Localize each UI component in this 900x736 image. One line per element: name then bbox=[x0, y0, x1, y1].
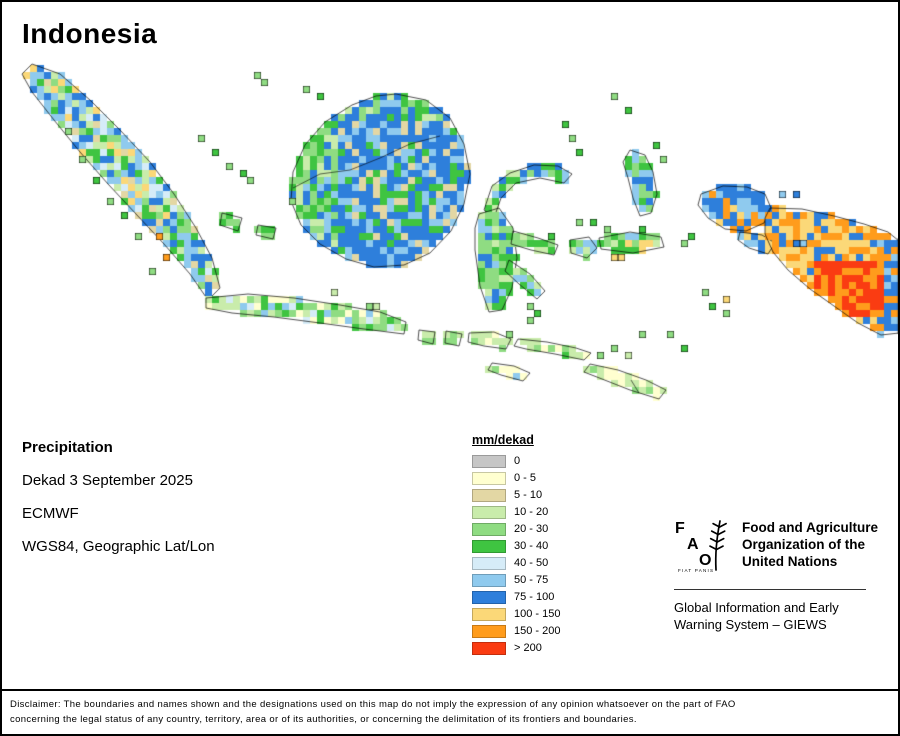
page-title: Indonesia bbox=[22, 18, 158, 49]
metadata-source: ECMWF bbox=[22, 505, 79, 522]
legend-swatch bbox=[472, 557, 506, 570]
legend-label: 150 - 200 bbox=[514, 625, 561, 637]
legend-swatch bbox=[472, 574, 506, 587]
legend: mm/dekad 0 0 - 5 5 - 10 10 - 20 20 - 30 30 - … bbox=[472, 433, 560, 659]
legend-row: 100 - 150 bbox=[472, 608, 560, 621]
legend-row: 10 - 20 bbox=[472, 506, 560, 519]
fao-org-name: Food and Agriculture Organization of the… bbox=[742, 520, 878, 569]
fao-logo-icon: F A O FIAT PANIS bbox=[675, 520, 727, 573]
legend-label: 0 - 5 bbox=[514, 472, 537, 484]
legend-swatch bbox=[472, 591, 506, 604]
legend-label: 100 - 150 bbox=[514, 608, 561, 620]
legend-label: 30 - 40 bbox=[514, 540, 549, 552]
legend-label: 10 - 20 bbox=[514, 506, 549, 518]
svg-text:O: O bbox=[699, 552, 711, 569]
legend-swatch bbox=[472, 642, 506, 655]
legend-swatch bbox=[472, 608, 506, 621]
legend-row: 5 - 10 bbox=[472, 489, 560, 502]
legend-row: 0 bbox=[472, 455, 560, 468]
svg-text:FIAT PANIS: FIAT PANIS bbox=[678, 568, 714, 573]
legend-label: 5 - 10 bbox=[514, 489, 543, 501]
legend-swatch bbox=[472, 489, 506, 502]
legend-swatch bbox=[472, 625, 506, 638]
fao-divider bbox=[674, 589, 866, 590]
legend-rows: 0 0 - 5 5 - 10 10 - 20 20 - 30 30 - 40 40 - 50… bbox=[472, 455, 560, 655]
legend-swatch bbox=[472, 523, 506, 536]
legend-label: 20 - 30 bbox=[514, 523, 549, 535]
svg-text:A: A bbox=[687, 536, 699, 553]
legend-swatch bbox=[472, 540, 506, 553]
legend-swatch bbox=[472, 455, 506, 468]
legend-row: > 200 bbox=[472, 642, 560, 655]
legend-label: > 200 bbox=[514, 642, 542, 654]
legend-row: 0 - 5 bbox=[472, 472, 560, 485]
legend-swatch bbox=[472, 472, 506, 485]
svg-text:F: F bbox=[675, 520, 685, 537]
legend-row: 20 - 30 bbox=[472, 523, 560, 536]
giews-label: Global Information and Early Warning Sys… bbox=[674, 600, 839, 632]
legend-label: 75 - 100 bbox=[514, 591, 555, 603]
legend-row: 30 - 40 bbox=[472, 540, 560, 553]
legend-title: mm/dekad bbox=[472, 433, 534, 447]
fao-attribution: F A O FIAT PANIS Food and Agriculture Or… bbox=[674, 516, 879, 633]
legend-label: 40 - 50 bbox=[514, 557, 549, 569]
metadata-projection: WGS84, Geographic Lat/Lon bbox=[22, 538, 215, 555]
legend-row: 50 - 75 bbox=[472, 574, 560, 587]
legend-row: 75 - 100 bbox=[472, 591, 560, 604]
metadata-parameter: Precipitation bbox=[22, 439, 113, 456]
disclaimer-text: Disclaimer: The boundaries and names sho… bbox=[2, 688, 898, 734]
legend-row: 150 - 200 bbox=[472, 625, 560, 638]
legend-label: 50 - 75 bbox=[514, 574, 549, 586]
fao-logo-row: F A O FIAT PANIS Food and Agriculture Or… bbox=[674, 516, 879, 574]
legend-label: 0 bbox=[514, 455, 521, 467]
legend-row: 40 - 50 bbox=[472, 557, 560, 570]
map-metadata: Precipitation Dekad 3 September 2025 ECM… bbox=[22, 439, 215, 571]
legend-swatch bbox=[472, 506, 506, 519]
metadata-dekad: Dekad 3 September 2025 bbox=[22, 472, 193, 489]
